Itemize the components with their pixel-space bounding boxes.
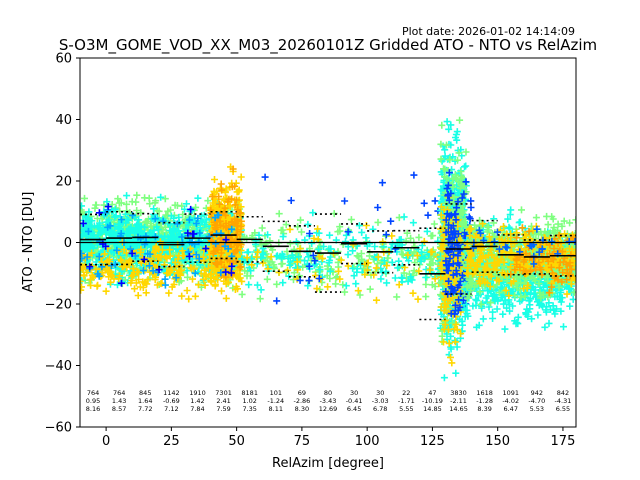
bin-mean-label: -10.19 — [422, 397, 443, 405]
scatter-crosses — [261, 171, 442, 305]
bin-mean-label: 1.43 — [112, 397, 126, 405]
point-cluster — [469, 225, 576, 268]
bin-mean-label: 1.64 — [138, 397, 152, 405]
bin-mean-label: 0.95 — [86, 397, 100, 405]
y-tick-label: −20 — [45, 298, 72, 313]
x-tick-label: 75 — [294, 434, 311, 449]
bin-std-label: 8.16 — [86, 405, 100, 413]
bin-mean-label: 1.42 — [190, 397, 204, 405]
y-tick-label: 20 — [55, 175, 72, 190]
bin-mean-label: -1.71 — [398, 397, 415, 405]
bin-std-label: 6.47 — [503, 405, 517, 413]
bin-std-label: 7.35 — [242, 405, 256, 413]
x-axis: 0 25 50 75 100 125 150 175 — [102, 427, 575, 449]
bin-count-label: 1091 — [502, 389, 519, 397]
y-tick-label: 0 — [64, 236, 72, 251]
bin-count-label: 22 — [402, 389, 410, 397]
bin-count-label: 80 — [324, 389, 332, 397]
x-tick-label: 50 — [228, 434, 245, 449]
bin-count-label: 8181 — [241, 389, 258, 397]
bin-mean-label: -1.28 — [476, 397, 493, 405]
bin-count-label: 30 — [376, 389, 384, 397]
x-tick-label: 125 — [420, 434, 445, 449]
plot-date: Plot date: 2026-01-02 14:14:09 — [402, 25, 575, 38]
bin-std-label: 14.85 — [423, 405, 442, 413]
bin-count-label: 845 — [139, 389, 151, 397]
bin-mean-label: -0.41 — [346, 397, 363, 405]
x-tick-label: 150 — [485, 434, 510, 449]
bin-std-label: 5.55 — [399, 405, 413, 413]
bin-mean-label: -4.02 — [502, 397, 519, 405]
bin-mean-label: -3.43 — [320, 397, 337, 405]
bin-count-label: 69 — [298, 389, 306, 397]
bin-count-label: 942 — [531, 389, 543, 397]
y-tick-label: −60 — [45, 421, 72, 436]
bin-std-label: 7.59 — [216, 405, 230, 413]
bin-mean-label: -2.11 — [450, 397, 467, 405]
bin-std-label: 7.72 — [138, 405, 152, 413]
bin-count-label: 101 — [270, 389, 282, 397]
bin-statistics-lines — [80, 203, 576, 321]
y-axis: −60 −40 −20 0 20 40 60 — [45, 52, 80, 436]
y-tick-label: 40 — [55, 113, 72, 128]
bin-count-label: 1618 — [476, 389, 493, 397]
bin-count-label: 3830 — [450, 389, 467, 397]
y-tick-label: 60 — [55, 52, 72, 67]
bin-std-label: 8.57 — [112, 405, 126, 413]
scatter-crosses — [469, 225, 576, 268]
bin-std-label: 8.30 — [295, 405, 309, 413]
bin-std-label: 7.84 — [190, 405, 204, 413]
bin-mean-label: 2.41 — [216, 397, 230, 405]
y-axis-label: ATO - NTO [DU] — [21, 192, 36, 293]
bin-count-label: 1142 — [163, 389, 180, 397]
x-tick-label: 175 — [551, 434, 576, 449]
bin-count-label: 7301 — [215, 389, 232, 397]
point-cluster — [261, 171, 442, 305]
bin-count-label: 30 — [350, 389, 358, 397]
bin-count-label: 764 — [113, 389, 125, 397]
bin-std-label: 6.78 — [373, 405, 387, 413]
bin-mean-label: -4.31 — [555, 397, 572, 405]
bin-std-label: 6.45 — [347, 405, 361, 413]
bin-std-label: 7.12 — [164, 405, 178, 413]
x-tick-label: 100 — [355, 434, 380, 449]
scatter-crosses — [80, 203, 236, 287]
bin-std-label: 14.65 — [449, 405, 468, 413]
bin-count-label: 842 — [557, 389, 569, 397]
bin-count-label: 47 — [428, 389, 436, 397]
bin-std-label: 8.39 — [477, 405, 491, 413]
bin-std-label: 5.53 — [530, 405, 544, 413]
bin-mean-label: -3.03 — [372, 397, 389, 405]
bin-mean-label: -0.69 — [163, 397, 180, 405]
bin-std-label: 6.55 — [556, 405, 570, 413]
y-tick-label: −40 — [45, 359, 72, 374]
x-tick-label: 0 — [102, 434, 110, 449]
bin-std-label: 12.69 — [319, 405, 338, 413]
chart-title: S-O3M_GOME_VOD_XX_M03_20260101Z Gridded … — [59, 36, 597, 55]
bin-mean-label: -4.70 — [528, 397, 545, 405]
scatter-points — [80, 116, 576, 382]
bin-count-label: 764 — [87, 389, 99, 397]
bin-mean-label: 1.02 — [242, 397, 256, 405]
bin-count-label: 1910 — [189, 389, 206, 397]
x-axis-label: RelAzim [degree] — [272, 456, 384, 471]
bin-statistics-labels: 7640.958.167641.438.578451.647.721142-0.… — [86, 389, 572, 413]
bin-std-label: 8.11 — [269, 405, 283, 413]
point-cluster — [80, 203, 236, 287]
bin-mean-label: -1.24 — [267, 397, 284, 405]
bin-mean-label: -2.86 — [293, 397, 310, 405]
x-tick-label: 25 — [163, 434, 180, 449]
